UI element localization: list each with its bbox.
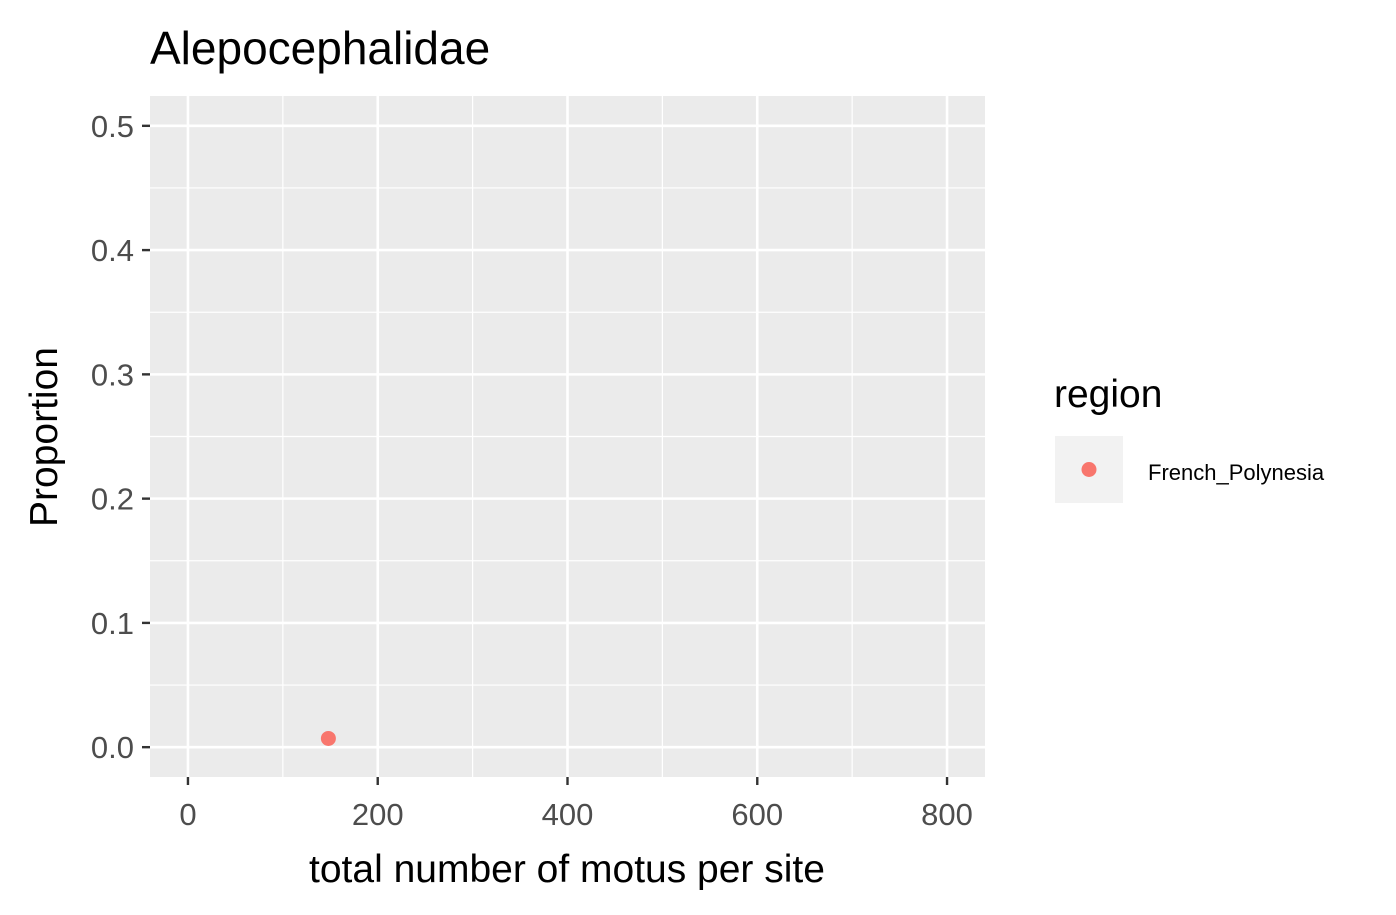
y-tick-label: 0.4	[91, 233, 134, 268]
x-tick-label: 400	[542, 797, 594, 832]
x-tick-label: 600	[731, 797, 783, 832]
data-points	[320, 730, 336, 746]
y-axis: 0.0 0.1 0.2 0.3 0.4 0.5	[91, 109, 150, 765]
major-gridlines	[150, 96, 985, 777]
y-tick-label: 0.3	[91, 357, 134, 392]
y-axis-title: Proportion	[23, 347, 66, 527]
legend-title: region	[1054, 373, 1162, 416]
x-axis-title: total number of motus per site	[309, 848, 825, 891]
y-tick-label: 0.0	[91, 730, 134, 765]
y-tick-label: 0.1	[91, 606, 134, 641]
legend-label: French_Polynesia	[1148, 460, 1325, 485]
legend-key-point	[1081, 462, 1097, 477]
data-point	[320, 730, 336, 746]
y-tick-label: 0.2	[91, 482, 134, 517]
y-tick-label: 0.5	[91, 109, 134, 144]
chart-title: Alepocephalidae	[150, 22, 490, 74]
legend: region French_Polynesia	[1054, 373, 1325, 503]
x-tick-label: 200	[352, 797, 404, 832]
x-tick-label: 800	[921, 797, 973, 832]
x-tick-label: 0	[179, 797, 196, 832]
x-axis: 0 200 400 600 800	[179, 777, 973, 832]
